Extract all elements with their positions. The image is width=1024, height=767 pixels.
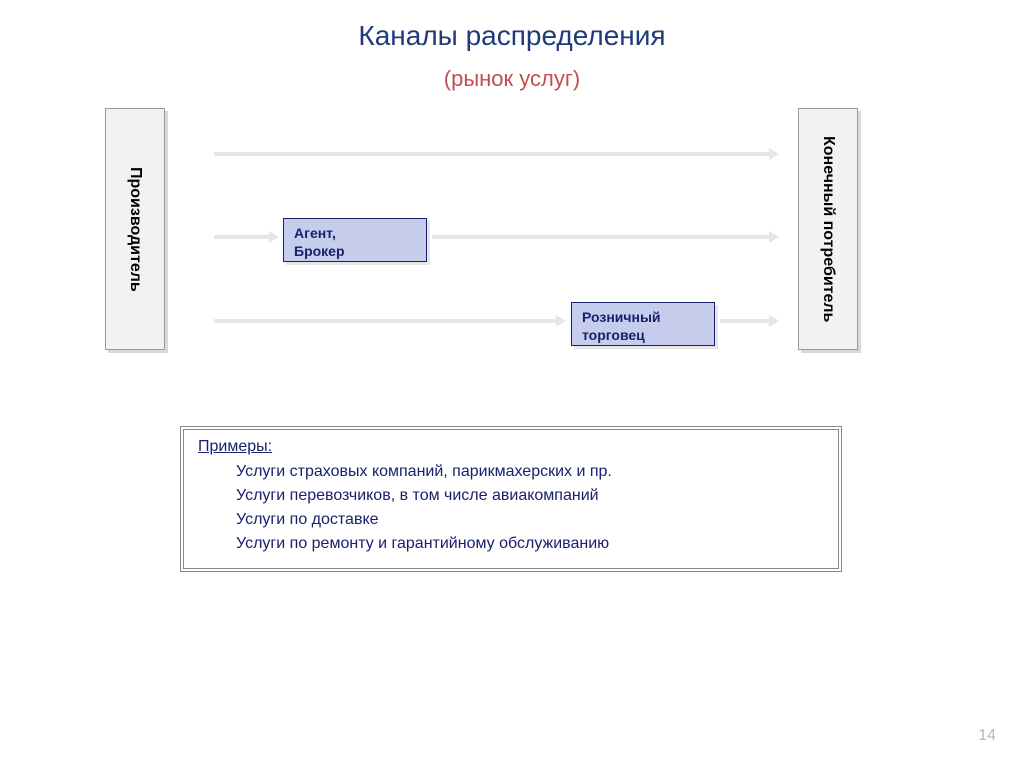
flow-arrow — [720, 316, 779, 326]
examples-heading: Примеры: — [198, 438, 824, 456]
flow-arrow — [214, 149, 779, 159]
flow-arrow — [214, 316, 566, 326]
examples-box: Примеры: Услуги страховых компаний, пари… — [180, 426, 842, 572]
examples-inner: Примеры: Услуги страховых компаний, пари… — [183, 429, 839, 569]
arrow-shaft — [214, 235, 271, 239]
consumer-box: Конечный потребитель — [798, 108, 858, 350]
examples-line: Услуги по доставке — [236, 508, 824, 532]
retail-node-line2: торговец — [582, 327, 704, 345]
page-title: Каналы распределения — [0, 20, 1024, 52]
agent-node-line2: Брокер — [294, 243, 416, 261]
retail-node: Розничный торговец — [571, 302, 715, 346]
agent-node-line1: Агент, — [294, 225, 416, 243]
arrow-head-icon — [269, 231, 279, 243]
arrow-shaft — [720, 319, 771, 323]
examples-line: Услуги по ремонту и гарантийному обслужи… — [236, 532, 824, 556]
retail-node-line1: Розничный — [582, 309, 704, 327]
agent-node: Агент, Брокер — [283, 218, 427, 262]
flow-arrow — [432, 232, 779, 242]
arrow-shaft — [432, 235, 771, 239]
arrow-shaft — [214, 319, 558, 323]
arrow-shaft — [214, 152, 771, 156]
arrow-head-icon — [556, 315, 566, 327]
arrow-head-icon — [769, 231, 779, 243]
examples-line: Услуги перевозчиков, в том числе авиаком… — [236, 484, 824, 508]
examples-line: Услуги страховых компаний, парикмахерски… — [236, 460, 824, 484]
arrow-head-icon — [769, 148, 779, 160]
page-subtitle: (рынок услуг) — [0, 66, 1024, 92]
page-number: 14 — [978, 727, 996, 745]
arrow-head-icon — [769, 315, 779, 327]
producer-box: Производитель — [105, 108, 165, 350]
producer-label: Производитель — [126, 167, 144, 292]
flow-arrow — [214, 232, 279, 242]
consumer-label: Конечный потребитель — [819, 136, 837, 322]
